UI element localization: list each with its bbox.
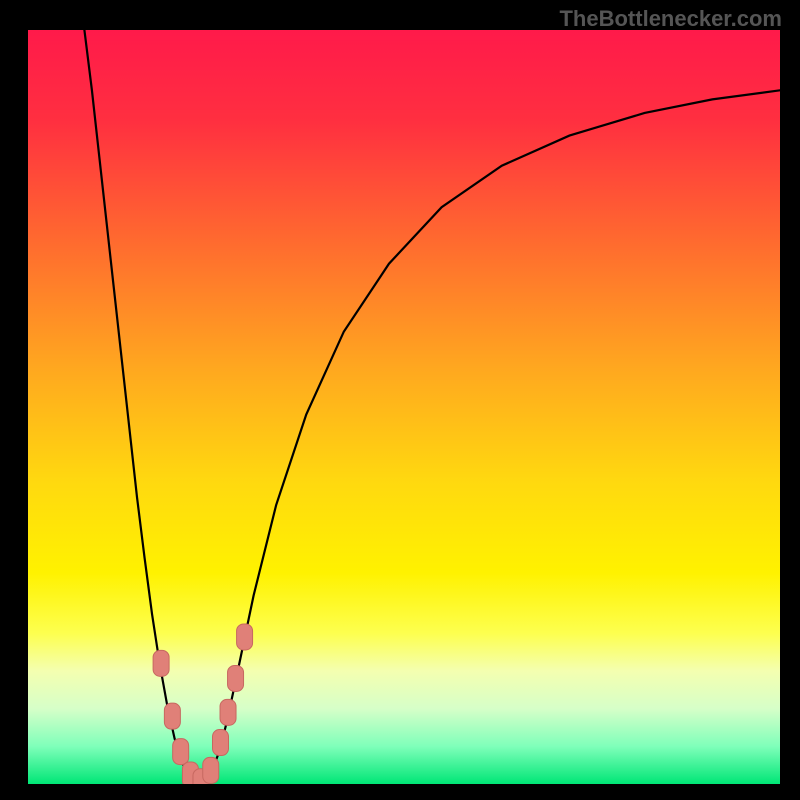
chart-svg <box>28 30 780 784</box>
bottleneck-curve <box>84 30 780 782</box>
data-marker <box>237 624 253 650</box>
data-marker <box>164 703 180 729</box>
watermark-text: TheBottlenecker.com <box>559 6 782 32</box>
data-marker <box>153 650 169 676</box>
data-marker <box>173 739 189 765</box>
chart-container: TheBottlenecker.com <box>0 0 800 800</box>
data-marker <box>228 665 244 691</box>
data-marker <box>220 699 236 725</box>
data-marker <box>203 757 219 783</box>
data-marker <box>213 730 229 756</box>
chart-plot-area <box>28 30 780 784</box>
